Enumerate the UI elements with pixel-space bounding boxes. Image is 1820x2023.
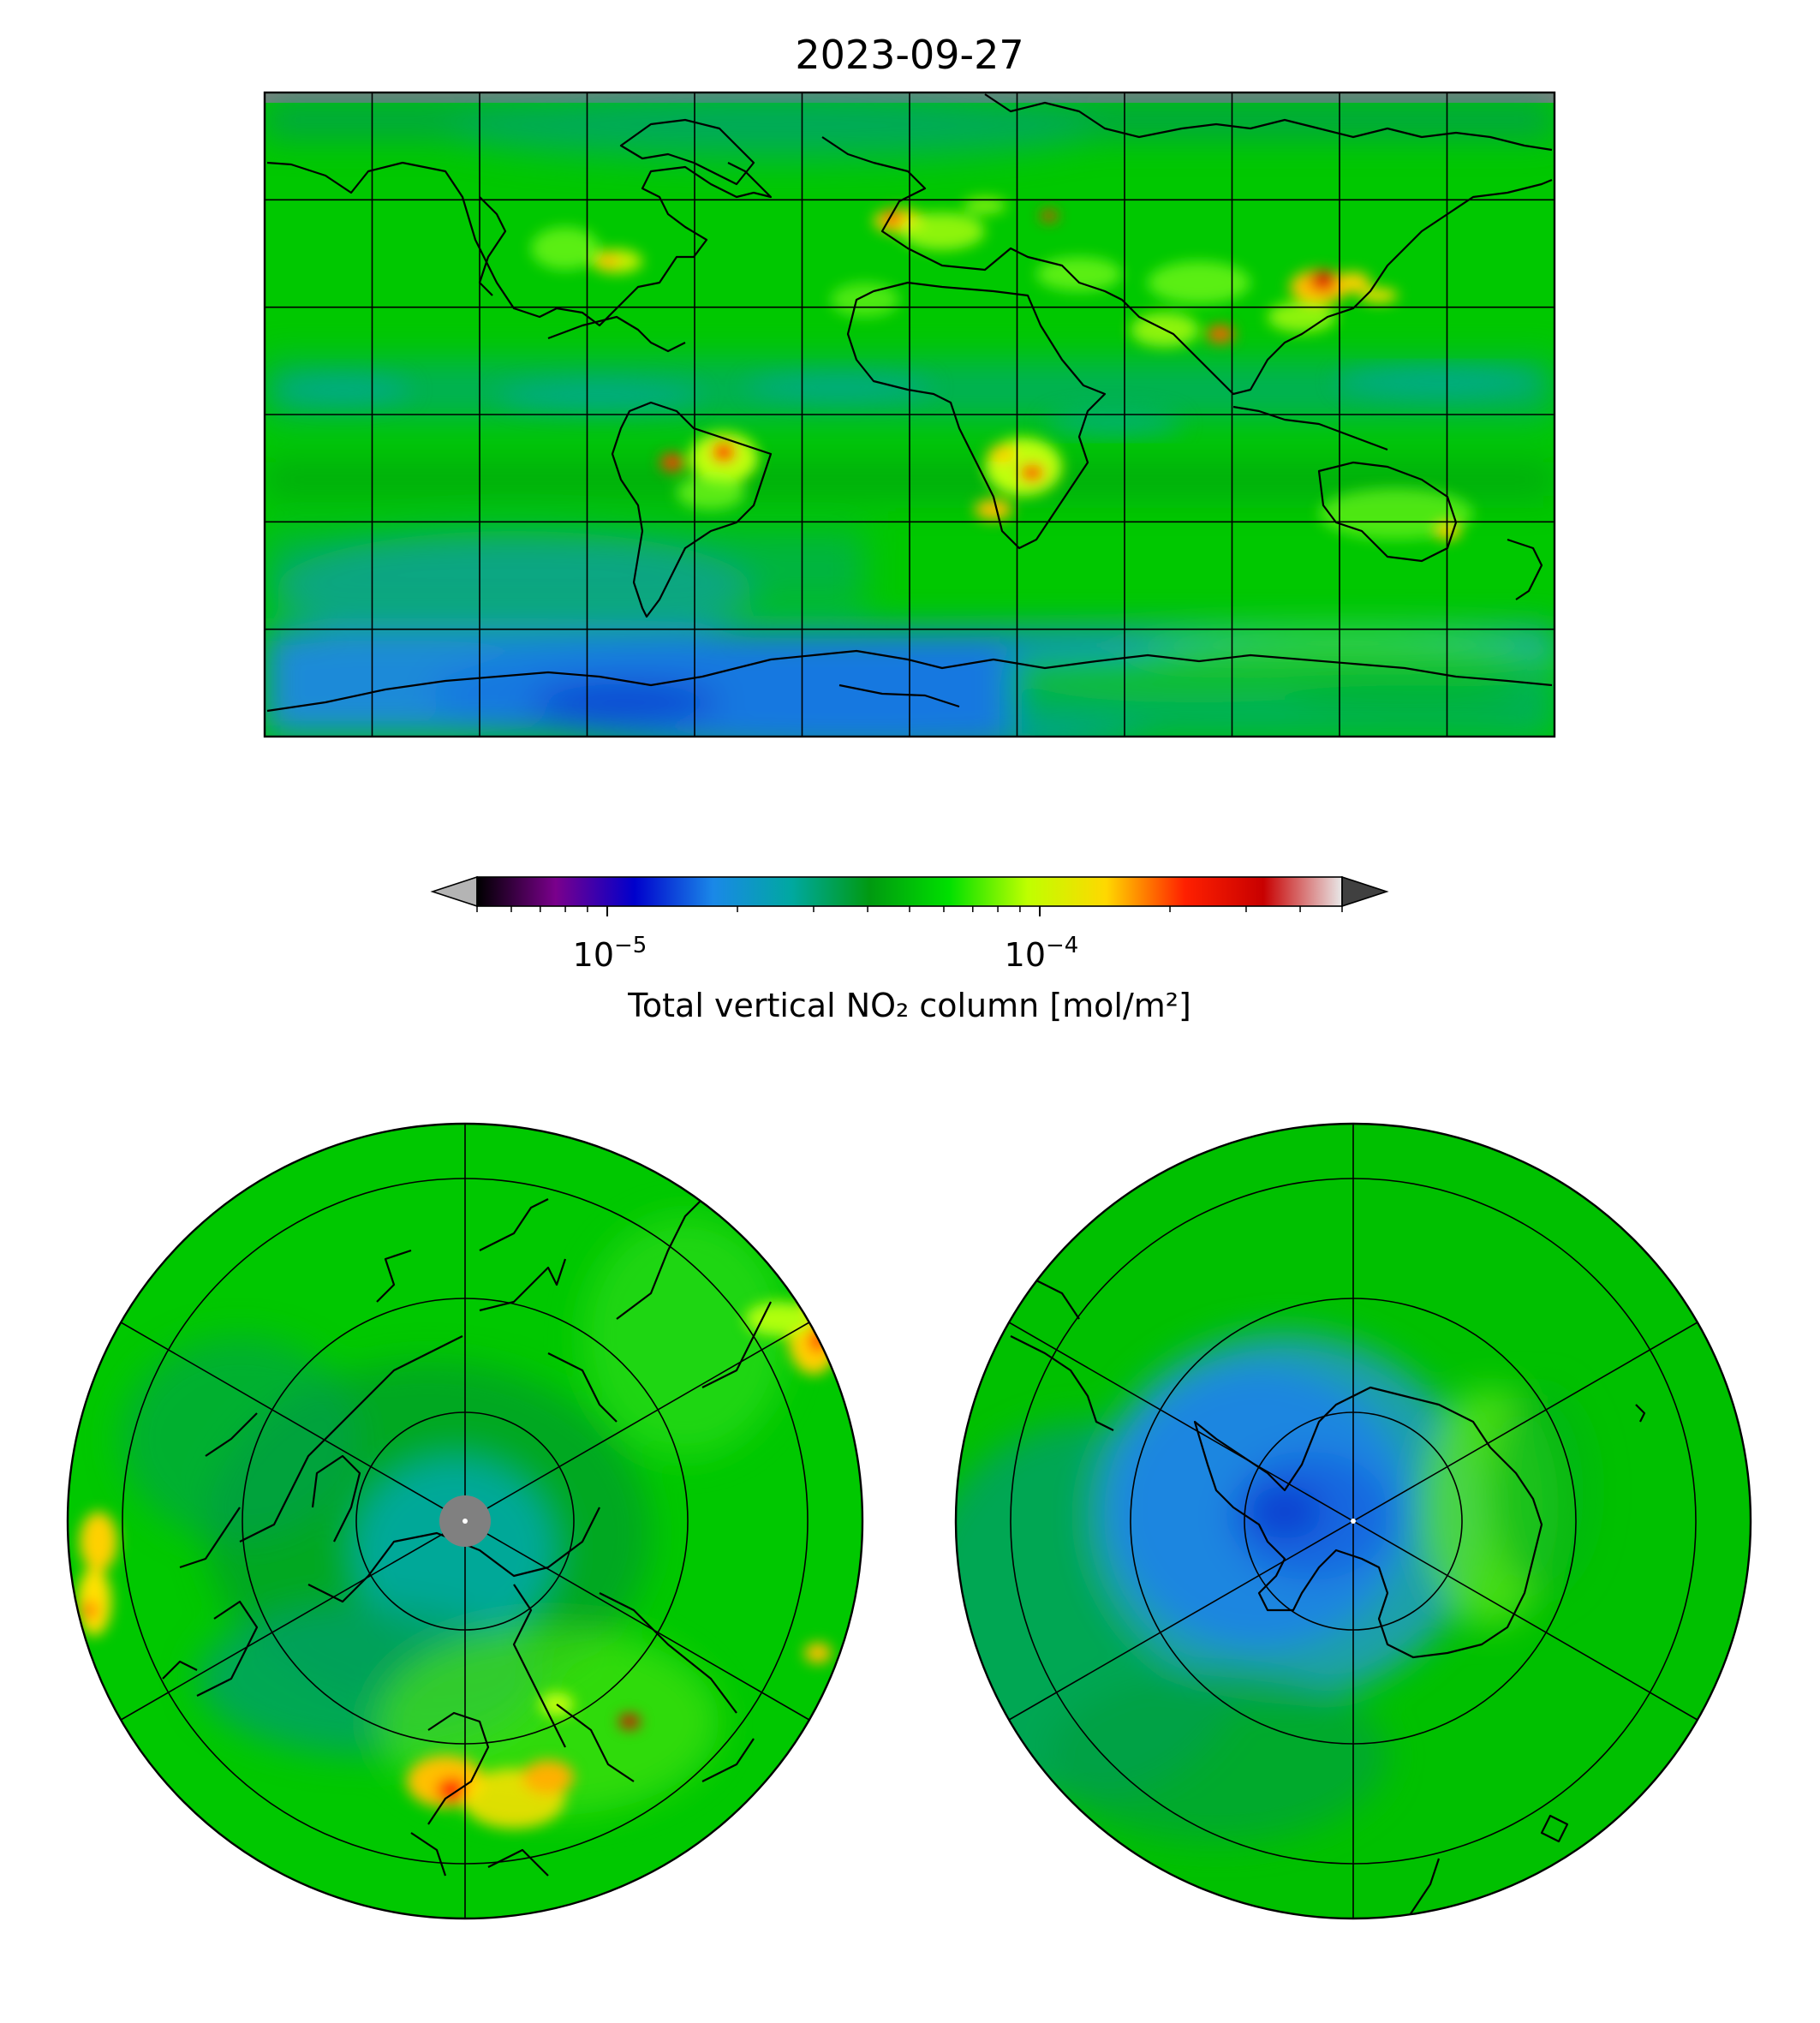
colorbar-tick-exponent: −4 (1046, 933, 1078, 958)
global-gridlines (265, 92, 1554, 737)
colorbar-label: Total vertical NO₂ column [mol/m²] (627, 987, 1191, 1024)
south-polar-map (954, 1122, 1752, 1920)
global-map (263, 91, 1556, 738)
colorbar-tick-label: 10−5 (573, 933, 647, 974)
colorbar-over-extension (1341, 875, 1389, 908)
colorbar: 10−5 10−4 Total vertical NO₂ column [mol… (430, 875, 1389, 1024)
figure-title: 2023-09-27 (795, 32, 1023, 78)
south-gridlines (1008, 1124, 1698, 1919)
north-polar-map (66, 1122, 864, 1920)
global-hotspots (531, 197, 1473, 540)
colorbar-ticks (476, 906, 1343, 916)
south-pole-marker (1351, 1519, 1356, 1524)
north-pole-marker (462, 1519, 468, 1524)
north-coastlines (162, 1198, 772, 1877)
colorbar-tick-label: 10−4 (1005, 933, 1079, 974)
colorbar-under-extension (430, 875, 478, 908)
colorbar-tick-exponent: −5 (614, 933, 647, 958)
north-gridlines (120, 1124, 810, 1919)
global-map-frame (263, 91, 1556, 738)
south-polar-frame (954, 1122, 1752, 1920)
south-coastlines (1010, 1275, 1646, 1919)
north-polar-frame (66, 1122, 864, 1920)
colorbar-body (477, 877, 1342, 906)
